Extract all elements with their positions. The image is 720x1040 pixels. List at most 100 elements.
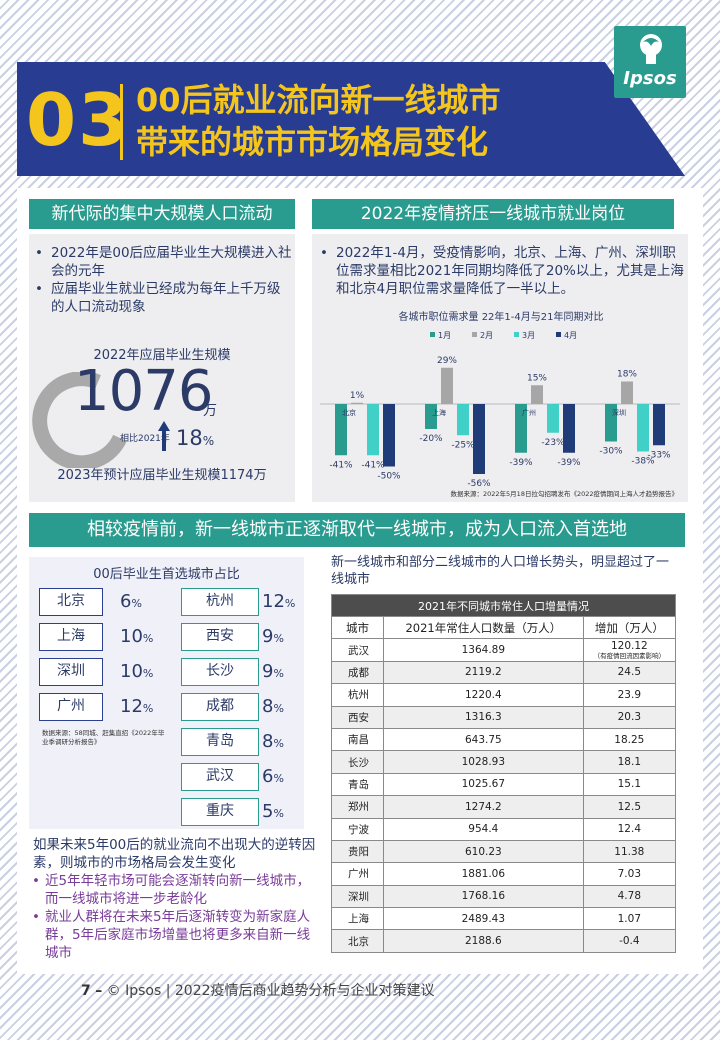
- left-panel-title: 新代际的集中大规模人口流动: [29, 199, 295, 229]
- table-cell: 18.25: [582, 727, 677, 752]
- table-cell: 1220.4: [383, 683, 584, 707]
- table-row: 上海 2489.43 1.07: [331, 907, 677, 931]
- legend-label: 2月: [480, 331, 493, 340]
- pct-unit: %: [273, 702, 284, 715]
- legend-label: 3月: [522, 331, 535, 340]
- cell-value: 7.03: [617, 867, 642, 880]
- cell-value: 成都: [348, 666, 369, 679]
- table-cell: 成都: [331, 660, 384, 685]
- city-pct-value: 12: [262, 591, 285, 612]
- pct-unit: %: [142, 702, 154, 715]
- table-cell: 15.1: [582, 772, 677, 797]
- data-label: -50%: [377, 472, 401, 482]
- right-bullet: 2022年1-4月，受疫情影响，北京、上海、广州、深圳职位需求量相比2021年同…: [314, 244, 684, 298]
- population-table: 2021年不同城市常住人口增量情况 城市 2021年常住人口数量（万人） 增加（…: [331, 594, 677, 953]
- table-cell: 610.23: [383, 839, 584, 864]
- city-box: 深圳: [39, 658, 103, 686]
- ipsos-logo: Ipsos: [614, 26, 686, 98]
- city-pct-value: 8: [262, 696, 274, 717]
- city-pct: 12%: [120, 693, 153, 723]
- category-label: 北京: [342, 408, 356, 417]
- city-pct-value: 9: [262, 626, 274, 647]
- table-note: 新一线城市和部分二线城市的人口增长势头，明显超过了一线城市: [331, 555, 670, 587]
- category-label: 上海: [432, 408, 446, 417]
- city-pct-value: 8: [262, 731, 274, 752]
- chart-source: 数据来源：2022年5月18日拉勾招聘发布《2022疫情期间上海人才趋势报告》: [450, 490, 679, 498]
- table-cell: 1025.67: [383, 772, 584, 797]
- cell-value: 1274.2: [464, 800, 502, 813]
- left-bullet: 应届毕业生就业已经成为每年上千万级的人口流动现象: [29, 280, 293, 316]
- table-cell: 23.9: [582, 683, 677, 707]
- table-cell: 1316.3: [383, 705, 584, 729]
- table-cell: 1.07: [582, 907, 677, 931]
- table-cell: 12.5: [582, 795, 677, 819]
- grad-scale-label: 2022年应届毕业生规模: [93, 348, 231, 363]
- category-label: 广州: [522, 408, 536, 417]
- preference-title: 00后毕业生首选城市占比: [93, 567, 240, 582]
- table-row: 西安 1316.3 20.3: [331, 705, 677, 729]
- table-header: 城市: [331, 615, 384, 640]
- data-label: -41%: [329, 460, 353, 470]
- city-pct-value: 6: [262, 766, 274, 787]
- table-cell: 1881.06: [383, 862, 584, 886]
- data-label: -39%: [509, 458, 533, 468]
- compare-label: 相比2021年: [120, 434, 170, 444]
- cell-value: 1028.93: [461, 756, 506, 769]
- table-cell: 2188.6: [383, 929, 584, 953]
- data-label: -23%: [541, 438, 565, 448]
- cell-value: 1025.67: [461, 778, 506, 791]
- growth-number: 18: [176, 426, 203, 450]
- table-cell: 2489.43: [383, 907, 584, 931]
- city-pct: 8%: [262, 693, 284, 723]
- pct-unit: %: [273, 772, 284, 785]
- table-row: 宁波 954.4 12.4: [331, 817, 677, 841]
- bar-广州-2月: [531, 385, 543, 404]
- table-cell: 长沙: [331, 750, 384, 774]
- city-pct-value: 10: [120, 626, 143, 647]
- table-body: 武汉 1364.89 120.12 （有疫情回流因素影响） 成都 2119.2 24.5 杭州…: [331, 638, 677, 953]
- cell-value: 深圳: [348, 890, 369, 903]
- city-pct: 6%: [120, 588, 142, 618]
- cell-value: 2119.2: [464, 666, 502, 679]
- table-cell: 青岛: [331, 772, 384, 797]
- cell-value: 1220.4: [464, 688, 502, 701]
- city-box: 北京: [39, 588, 103, 616]
- data-label: 1%: [350, 391, 365, 401]
- legend-swatch: [556, 332, 561, 337]
- cell-value: 23.9: [617, 688, 642, 701]
- city-pct: 8%: [262, 728, 284, 758]
- table-cell: 1364.89: [383, 638, 584, 662]
- legend-swatch: [514, 332, 519, 337]
- pct-unit: %: [142, 667, 154, 680]
- city-box: 成都: [181, 693, 259, 721]
- table-header: 增加（万人）: [582, 615, 677, 640]
- cell-value: 15.1: [617, 778, 642, 791]
- cell-value: 2489.43: [461, 912, 506, 925]
- city-box: 长沙: [181, 658, 259, 686]
- conclusion-bullet: 就业人群将在未来5年后逐渐转变为新家庭人群，5年后家庭市场增量也将更多来自新一线…: [29, 908, 319, 962]
- cell-value: 北京: [348, 935, 369, 948]
- head-icon: [640, 34, 662, 64]
- table-cell: 武汉: [331, 638, 384, 662]
- pct-unit: %: [273, 737, 284, 750]
- table-header: 2021年常住人口数量（万人）: [383, 615, 584, 640]
- bar-广州-4月: [563, 404, 575, 453]
- cell-value: 1316.3: [464, 711, 502, 724]
- cell-value: 南昌: [348, 734, 369, 747]
- data-label: -20%: [419, 434, 443, 444]
- table-cell: 7.03: [582, 862, 677, 886]
- conclusion: 如果未来5年00后的就业流向不出现大的逆转因素，则城市的市场格局会发生变化 近5…: [29, 836, 319, 962]
- left-bullet: 2022年是00后应届毕业生大规模进入社会的元年: [29, 244, 293, 280]
- pct-unit: %: [273, 667, 284, 680]
- cell-value: 4.78: [617, 890, 642, 903]
- data-label: -38%: [631, 457, 655, 467]
- bar-上海-3月: [457, 404, 469, 436]
- grad-scale-value: 1076: [74, 359, 214, 424]
- cell-value: 12.5: [617, 800, 642, 813]
- header-band: [17, 62, 685, 176]
- cell-value: 120.12: [610, 640, 648, 653]
- legend-swatch: [472, 332, 477, 337]
- table-cell: 1768.16: [383, 884, 584, 909]
- pct-unit: %: [142, 632, 154, 645]
- data-label: 15%: [527, 373, 547, 383]
